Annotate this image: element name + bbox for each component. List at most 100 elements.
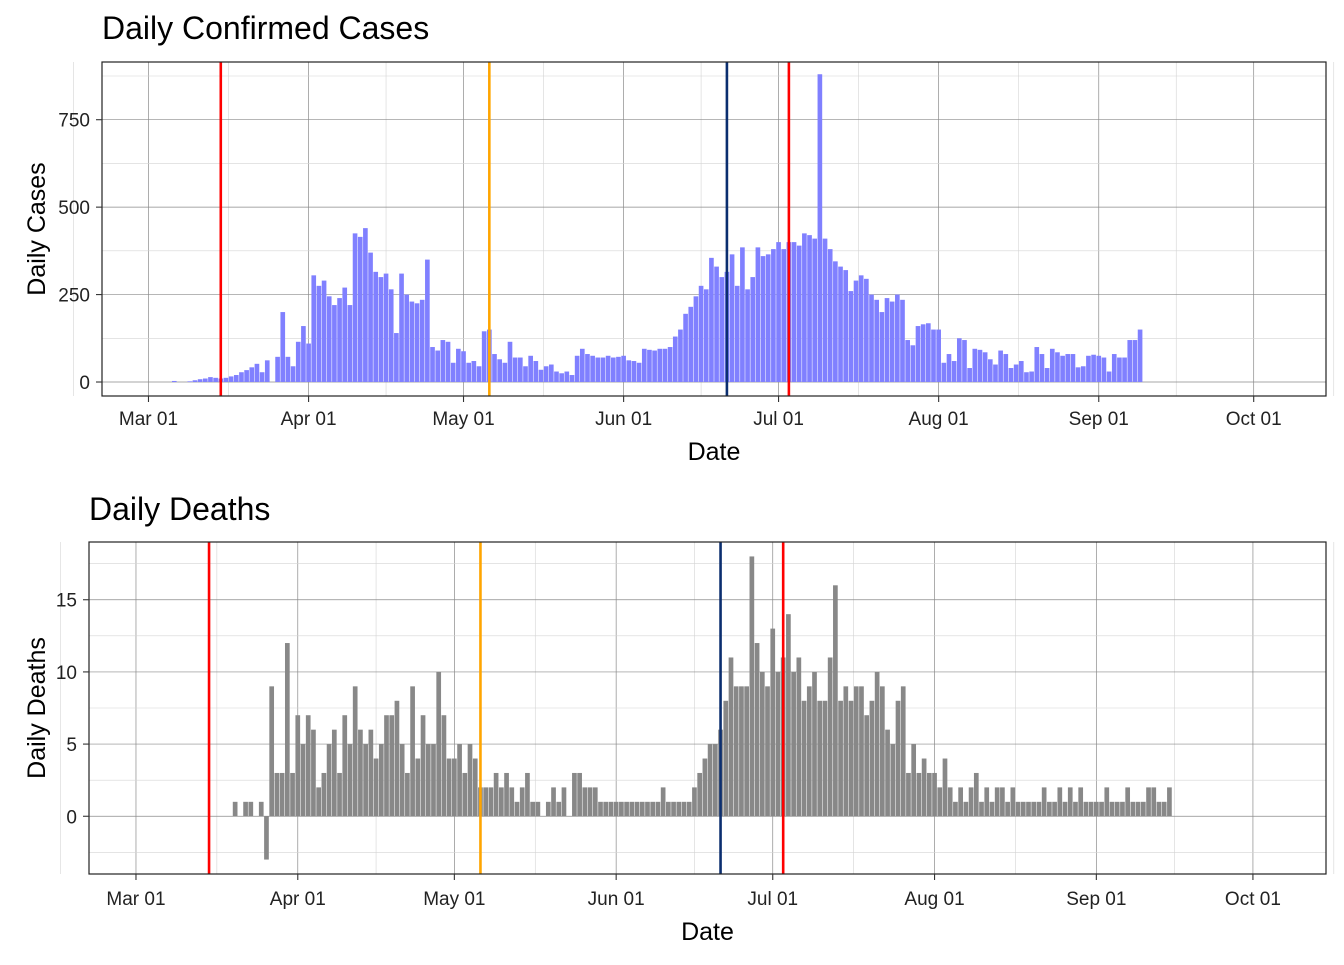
cases-bar xyxy=(564,371,570,383)
deaths-bar xyxy=(264,816,269,860)
deaths-bar xyxy=(806,686,812,817)
cases-bar xyxy=(419,299,425,383)
cases-bar xyxy=(915,326,921,383)
cases-bar xyxy=(688,306,694,383)
deaths-bar xyxy=(415,758,421,817)
deaths-bar xyxy=(1114,801,1120,817)
cases-bar xyxy=(678,329,683,383)
deaths-x-tick-label: Aug 01 xyxy=(904,889,964,910)
deaths-bar xyxy=(316,787,322,817)
deaths-bar xyxy=(989,801,995,817)
cases-bar xyxy=(290,366,296,383)
cases-bar xyxy=(982,352,988,383)
cases-bar xyxy=(528,355,533,383)
deaths-bar xyxy=(420,715,426,817)
cases-bar xyxy=(378,277,384,383)
deaths-bar xyxy=(770,628,776,817)
cases-bar xyxy=(910,345,916,383)
deaths-bar xyxy=(1000,787,1005,817)
cases-bar xyxy=(595,357,601,383)
deaths-y-tick-label: 15 xyxy=(56,591,77,612)
cases-bar xyxy=(342,287,348,383)
deaths-bar xyxy=(666,801,671,817)
deaths-bar xyxy=(619,801,624,817)
deaths-bar xyxy=(462,772,468,817)
cases-bar xyxy=(951,361,957,383)
deaths-bar xyxy=(545,801,551,817)
cases-bar xyxy=(171,380,177,383)
cases-bar xyxy=(1044,368,1050,383)
deaths-bar xyxy=(1026,801,1031,817)
deaths-bar xyxy=(378,744,384,817)
deaths-bar xyxy=(1057,787,1063,817)
cases-bar xyxy=(1137,329,1143,383)
deaths-bar xyxy=(1083,801,1089,817)
deaths-bar xyxy=(577,772,582,817)
cases-bar xyxy=(254,363,260,383)
deaths-bar xyxy=(1161,801,1167,817)
cases-bar xyxy=(972,348,978,383)
deaths-bar xyxy=(1146,787,1151,817)
deaths-bar xyxy=(1052,801,1057,817)
cases-axis-ticks: Mar 01 Apr 01 May 01 Jun 01 Jul 01 Aug 01 Sep … xyxy=(58,111,1281,430)
deaths-x-tick-label: Jun 01 xyxy=(588,889,645,910)
deaths-bar xyxy=(744,686,749,817)
cases-bar xyxy=(926,323,931,383)
cases-bar xyxy=(781,249,787,383)
cases-bar xyxy=(1096,355,1102,383)
cases-bar xyxy=(1024,372,1029,383)
cases-bar xyxy=(1060,355,1065,383)
cases-bar xyxy=(311,275,317,383)
deaths-plot-frame xyxy=(88,541,1327,875)
cases-bar xyxy=(771,249,776,383)
deaths-bar xyxy=(629,801,635,817)
deaths-bar xyxy=(958,787,963,817)
cases-bar xyxy=(610,357,616,383)
deaths-bar xyxy=(994,787,1000,817)
deaths-bar xyxy=(352,686,358,817)
cases-chart-title: Daily Confirmed Cases xyxy=(102,10,429,46)
deaths-bar xyxy=(535,801,541,817)
deaths-bar xyxy=(1109,801,1115,817)
cases-bar xyxy=(502,362,508,383)
cases-bar xyxy=(1101,357,1107,383)
deaths-bar xyxy=(373,758,379,817)
deaths-bar xyxy=(984,787,990,817)
cases-x-tick-label: Aug 01 xyxy=(909,409,969,430)
cases-bar xyxy=(1122,357,1127,383)
deaths-bar xyxy=(269,686,275,817)
deaths-bar xyxy=(796,657,802,817)
deaths-bar xyxy=(274,772,280,817)
cases-gridlines xyxy=(73,62,1335,396)
deaths-bar xyxy=(754,643,760,817)
cases-bar xyxy=(719,277,725,383)
cases-x-tick-label: Jul 01 xyxy=(753,409,804,430)
deaths-bar xyxy=(405,772,410,817)
deaths-bar xyxy=(363,744,368,817)
cases-bar xyxy=(264,360,270,383)
deaths-bar xyxy=(723,700,729,817)
deaths-bar xyxy=(326,744,332,817)
cases-bar xyxy=(683,313,688,383)
cases-bar xyxy=(931,329,936,383)
deaths-bar xyxy=(337,772,342,817)
deaths-bar xyxy=(963,801,969,817)
cases-bar xyxy=(208,377,213,383)
cases-bar xyxy=(605,355,611,383)
cases-bar xyxy=(647,349,652,383)
cases-bar xyxy=(399,273,404,383)
deaths-bar xyxy=(561,787,567,817)
cases-bar xyxy=(879,312,885,383)
cases-bar xyxy=(450,362,456,383)
cases-bar xyxy=(295,341,301,383)
cases-bar xyxy=(347,305,353,383)
deaths-bar xyxy=(1167,787,1172,817)
deaths-bar xyxy=(342,715,348,817)
cases-bar xyxy=(802,233,807,383)
deaths-bar xyxy=(530,801,535,817)
cases-bar xyxy=(626,360,632,383)
deaths-bar xyxy=(1047,801,1052,817)
deaths-bar xyxy=(608,801,614,817)
cases-bar xyxy=(1070,354,1076,383)
cases-bars xyxy=(171,74,1143,383)
